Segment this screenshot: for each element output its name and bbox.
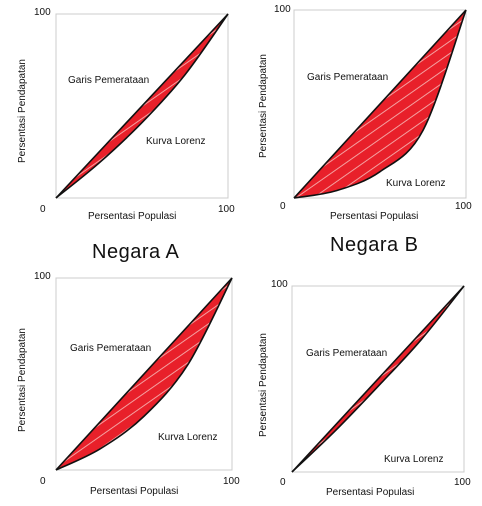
- origin-tick: 0: [40, 204, 46, 215]
- lorenz-curve-label: Kurva Lorenz: [384, 454, 444, 465]
- equality-line: [55, 13, 229, 199]
- lorenz-curve: [55, 13, 229, 199]
- origin-tick: 0: [40, 476, 46, 487]
- x-max-tick: 100: [455, 201, 472, 212]
- y-max-tick: 100: [34, 271, 51, 282]
- x-axis-label: Persentasi Populasi: [330, 211, 419, 222]
- equality-line-label: Garis Pemerataan: [70, 343, 152, 354]
- equality-line: [293, 9, 467, 199]
- x-max-tick: 100: [454, 477, 471, 488]
- equality-line: [55, 277, 233, 471]
- y-axis-label: Persentasi Pendapatan: [17, 328, 28, 432]
- y-max-tick: 100: [274, 4, 291, 15]
- y-axis-label: Persentasi Pendapatan: [258, 54, 269, 158]
- origin-tick: 0: [280, 201, 286, 212]
- y-max-tick: 100: [271, 279, 288, 290]
- y-axis-label: Persentasi Pendapatan: [17, 59, 28, 163]
- lorenz-curve: [55, 277, 233, 471]
- title-negara-a: Negara A: [92, 241, 180, 263]
- equality-line-label: Garis Pemerataan: [307, 72, 389, 83]
- origin-tick: 0: [280, 477, 286, 488]
- x-max-tick: 100: [218, 204, 235, 215]
- lorenz-curve-label: Kurva Lorenz: [158, 432, 218, 443]
- plot-c: [55, 277, 233, 471]
- plot-a: [55, 13, 229, 199]
- x-axis-label: Persentasi Populasi: [326, 487, 415, 498]
- equality-line-label: Garis Pemerataan: [68, 75, 150, 86]
- title-negara-b: Negara B: [330, 234, 419, 256]
- equality-line-label: Garis Pemerataan: [306, 348, 388, 359]
- lorenz-curve: [293, 9, 467, 199]
- lorenz-curve-label: Kurva Lorenz: [146, 136, 206, 147]
- plot-b: [293, 9, 467, 199]
- y-max-tick: 100: [34, 7, 51, 18]
- lorenz-curve-label: Kurva Lorenz: [386, 178, 446, 189]
- x-axis-label: Persentasi Populasi: [88, 211, 177, 222]
- x-axis-label: Persentasi Populasi: [90, 486, 179, 497]
- lorenz-curve: [291, 285, 465, 473]
- plot-d: [291, 285, 465, 473]
- y-axis-label: Persentasi Pendapatan: [258, 333, 269, 437]
- equality-line: [291, 285, 465, 473]
- x-max-tick: 100: [223, 476, 240, 487]
